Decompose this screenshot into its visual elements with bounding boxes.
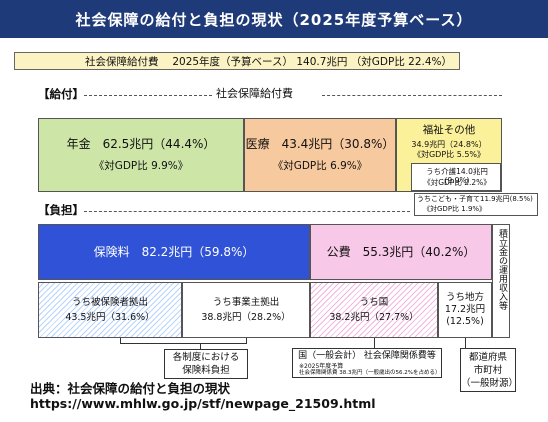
local-line3: (12.5%) bbox=[446, 316, 484, 327]
employer-contribution-box: うち事業主拠出 38.8兆円（28.2%） bbox=[182, 282, 310, 338]
pension-line1: 年金 62.5兆円（44.4%） bbox=[66, 137, 216, 151]
benefits-header-line-left bbox=[84, 95, 212, 96]
connector-premium-down bbox=[200, 343, 201, 349]
benefits-header-line-right bbox=[322, 95, 502, 96]
national-callout-line2: ※2025年度予算 bbox=[299, 363, 344, 370]
local-callout-line1: 都道府県 bbox=[468, 351, 507, 363]
summary-box: 社会保障給付費 2025年度（予算ベース） 140.7兆円 （対GDP比 22.… bbox=[14, 52, 460, 70]
pension-line2: 《対GDP比 9.9%》 bbox=[93, 160, 189, 172]
employer-line1: うち事業主拠出 bbox=[212, 297, 280, 308]
connector-employer bbox=[246, 338, 247, 344]
national-callout-line3: 社会保障関係費 38.3兆円（一般歳出の56.2%を占める） bbox=[299, 370, 441, 376]
national-callout: 国（一般会計） 社会保障関係費等 ※2025年度予算 社会保障関係費 38.3兆… bbox=[292, 348, 442, 378]
benefits-section-label: 【給付】 bbox=[38, 87, 84, 101]
children-line2: 《対GDP比 1.9%》 bbox=[423, 205, 487, 213]
premium-callout: 各制度における 保険料負担 bbox=[164, 349, 248, 379]
insured-line2: 43.5兆円（31.6%） bbox=[65, 312, 155, 323]
children-line1: うちこども・子育て11.9兆円(8.5%) bbox=[417, 195, 533, 203]
connector-national bbox=[374, 338, 375, 348]
welfare-line2: 34.9兆円（24.8%） bbox=[411, 140, 487, 149]
children-box: うちこども・子育て11.9兆円(8.5%) 《対GDP比 1.9%》 bbox=[414, 193, 538, 216]
welfare-line1: 福祉その他 bbox=[422, 124, 476, 136]
insured-line1: うち被保険者拠出 bbox=[71, 297, 148, 308]
welfare-box: 福祉その他 34.9兆円（24.8%） 《対GDP比 5.5%》 うち介護14.… bbox=[396, 118, 502, 192]
national-line1: うち国 bbox=[359, 297, 389, 308]
burden-section-label: 【負担】 bbox=[38, 203, 84, 217]
welfare-line3: 《対GDP比 5.5%》 bbox=[412, 150, 486, 159]
insured-contribution-box: うち被保険者拠出 43.5兆円（31.6%） bbox=[38, 282, 182, 338]
public-funds-box: 公費 55.3兆円（40.2%） bbox=[310, 224, 492, 280]
premium-callout-line1: 各制度における bbox=[172, 352, 240, 363]
connector-insured bbox=[120, 338, 121, 344]
page-title: 社会保障の給付と負担の現状（2025年度予算ベース） bbox=[0, 0, 548, 38]
employer-line2: 38.8兆円（28.2%） bbox=[201, 312, 291, 323]
medical-line2: 《対GDP比 6.9%》 bbox=[272, 160, 368, 172]
national-callout-line1: 国（一般会計） 社会保障関係費等 bbox=[298, 351, 436, 361]
source-label: 出典：社会保障の給付と負担の現状 bbox=[30, 381, 231, 396]
source-url[interactable]: https://www.mhlw.go.jp/stf/newpage_21509… bbox=[30, 396, 376, 411]
insurance-premium-box: 保険料 82.2兆円（59.8%） bbox=[38, 224, 310, 280]
pension-box: 年金 62.5兆円（44.4%） 《対GDP比 9.9%》 bbox=[38, 118, 244, 192]
local-box: うち地方 17.2兆円 (12.5%) bbox=[438, 282, 492, 338]
national-line2: 38.2兆円（27.7%） bbox=[329, 312, 419, 323]
local-line2: 17.2兆円 bbox=[444, 304, 486, 315]
care-line1: うち介護14.0兆円(9.9%) bbox=[426, 167, 488, 185]
local-callout-line3: （一般財源） bbox=[461, 377, 519, 389]
national-box: うち国 38.2兆円（27.7%） bbox=[310, 282, 438, 338]
connector-premium-bar bbox=[120, 343, 247, 344]
local-line1: うち地方 bbox=[445, 292, 484, 303]
medical-line1: 医療 43.4兆円（30.8%） bbox=[245, 137, 395, 151]
care-line2: 《対GDP比 2.2%》 bbox=[423, 178, 491, 187]
reserve-income-box: 積立金の運用収入等 bbox=[492, 224, 510, 338]
local-callout-line2: 市町村 bbox=[473, 364, 503, 376]
burden-header-line bbox=[84, 211, 410, 212]
local-callout: 都道府県 市町村 （一般財源） bbox=[460, 348, 519, 392]
connector-local bbox=[465, 338, 466, 348]
medical-box: 医療 43.4兆円（30.8%） 《対GDP比 6.9%》 bbox=[244, 118, 396, 192]
care-box: うち介護14.0兆円(9.9%) 《対GDP比 2.2%》 bbox=[411, 163, 501, 191]
benefits-header: 社会保障給付費 bbox=[216, 87, 293, 100]
premium-callout-line2: 保険料負担 bbox=[182, 365, 230, 376]
reserve-income-text: 積立金の運用収入等 bbox=[497, 229, 507, 310]
